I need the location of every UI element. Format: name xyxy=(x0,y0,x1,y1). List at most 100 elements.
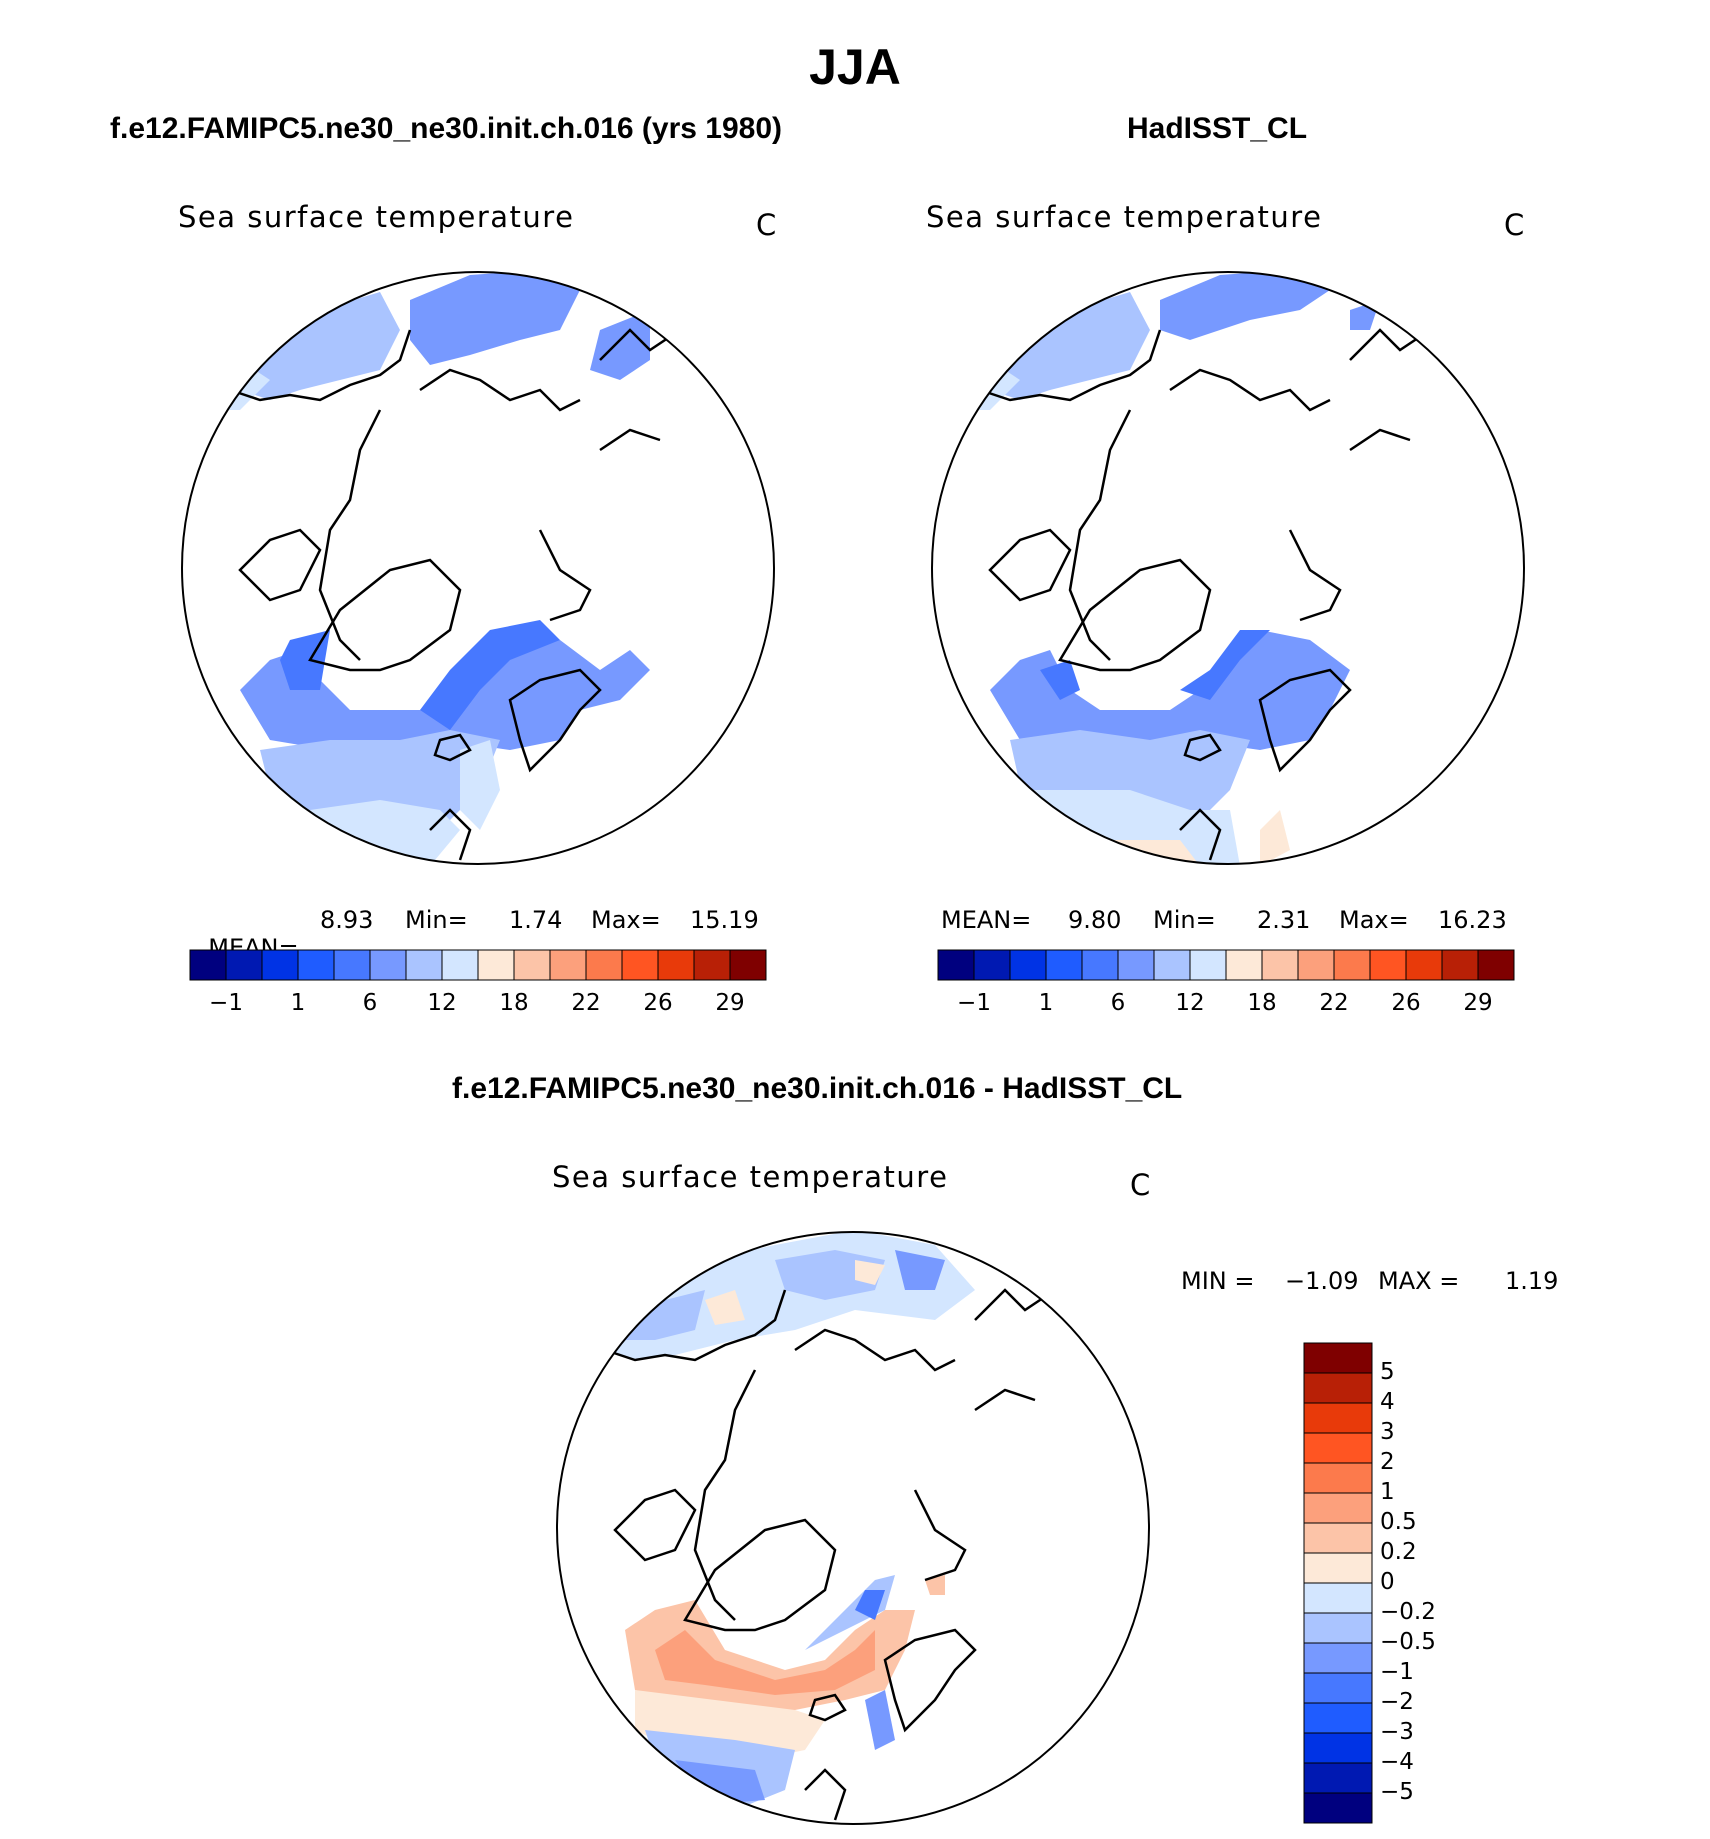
model-variable-label: Sea surface temperature xyxy=(178,200,575,234)
diff-variable-label: Sea surface temperature xyxy=(552,1160,949,1194)
diff-colorbar-swatch xyxy=(1303,1612,1373,1644)
diff-colorbar-swatch xyxy=(1303,1372,1373,1404)
diff-colorbar-tick-label: −4 xyxy=(1380,1749,1414,1775)
diff-max-value: 1.19 xyxy=(1505,1267,1559,1295)
diff-colorbar-tick-label: −1 xyxy=(1380,1659,1414,1685)
model-colorbar-swatch xyxy=(513,949,551,981)
model-polar-map xyxy=(181,271,775,865)
obs-panel-title: HadISST_CL xyxy=(1127,112,1308,145)
model-colorbar-swatch xyxy=(261,949,299,981)
model-colorbar-swatch xyxy=(585,949,623,981)
obs-mean-label: MEAN= xyxy=(941,906,1032,934)
diff-colorbar-swatch xyxy=(1303,1342,1373,1374)
obs-colorbar-swatch xyxy=(1333,949,1371,981)
diff-colorbar-swatch xyxy=(1303,1522,1373,1554)
model-min-value: 1.74 xyxy=(509,906,563,934)
diff-colorbar-tick-label: 1 xyxy=(1380,1479,1395,1505)
model-colorbar-swatch xyxy=(189,949,227,981)
diff-min-label: MIN = xyxy=(1181,1267,1255,1295)
diff-colorbar-tick-label: −5 xyxy=(1380,1779,1414,1805)
diff-colorbar-tick-label: −2 xyxy=(1380,1689,1414,1715)
model-colorbar-swatch xyxy=(369,949,407,981)
diff-colorbar-tick-label: −3 xyxy=(1380,1719,1414,1745)
obs-colorbar-swatch xyxy=(1009,949,1047,981)
model-colorbar-tick-label: 29 xyxy=(715,990,745,1016)
obs-colorbar-swatch xyxy=(1153,949,1191,981)
model-colorbar-tick-label: −1 xyxy=(209,990,243,1016)
model-colorbar-ticks: −1 1 6 12 18 22 26 29 xyxy=(190,990,766,1020)
model-max-value: 15.19 xyxy=(690,906,759,934)
obs-min-value: 2.31 xyxy=(1257,906,1311,934)
model-colorbar-swatch xyxy=(225,949,263,981)
obs-mean-value: 9.80 xyxy=(1068,906,1122,934)
obs-colorbar-swatch xyxy=(937,949,975,981)
obs-colorbar-swatch xyxy=(1225,949,1263,981)
figure-title: JJA xyxy=(809,39,901,95)
diff-colorbar-swatch xyxy=(1303,1642,1373,1674)
obs-colorbar-swatch xyxy=(1441,949,1479,981)
model-units-label: C xyxy=(756,208,777,242)
diff-colorbar xyxy=(1303,1342,1373,1824)
diff-colorbar-swatch xyxy=(1303,1402,1373,1434)
diff-colorbar-swatch xyxy=(1303,1702,1373,1734)
model-colorbar-swatch xyxy=(729,949,767,981)
diff-colorbar-tick-label: 0 xyxy=(1380,1569,1395,1595)
obs-colorbar-swatch xyxy=(1189,949,1227,981)
diff-colorbar-tick-label: 2 xyxy=(1380,1449,1395,1475)
model-colorbar-tick-label: 1 xyxy=(290,990,306,1016)
model-colorbar-tick-label: 26 xyxy=(643,990,673,1016)
model-colorbar-tick-label: 6 xyxy=(362,990,378,1016)
obs-colorbar-swatch xyxy=(1117,949,1155,981)
model-colorbar xyxy=(189,949,767,981)
model-panel-title: f.e12.FAMIPC5.ne30_ne30.init.ch.016 (yrs… xyxy=(110,112,782,145)
diff-panel-title: f.e12.FAMIPC5.ne30_ne30.init.ch.016 - Ha… xyxy=(452,1072,1183,1105)
diff-colorbar-swatch xyxy=(1303,1552,1373,1584)
obs-variable-label: Sea surface temperature xyxy=(926,200,1323,234)
obs-colorbar-tick-label: 29 xyxy=(1463,990,1493,1016)
diff-colorbar-tick-label: 5 xyxy=(1380,1359,1395,1385)
model-colorbar-tick-label: 18 xyxy=(499,990,529,1016)
obs-colorbar-swatch xyxy=(973,949,1011,981)
model-colorbar-tick-label: 22 xyxy=(571,990,601,1016)
diff-min-value: −1.09 xyxy=(1285,1267,1359,1295)
model-colorbar-swatch xyxy=(441,949,479,981)
diff-units-label: C xyxy=(1130,1168,1151,1202)
obs-colorbar-tick-label: 26 xyxy=(1391,990,1421,1016)
model-colorbar-swatch xyxy=(405,949,443,981)
obs-colorbar-swatch xyxy=(1297,949,1335,981)
model-max-label: Max= xyxy=(591,906,661,934)
obs-colorbar-tick-label: −1 xyxy=(957,990,991,1016)
obs-max-label: Max= xyxy=(1339,906,1409,934)
diff-polar-map xyxy=(556,1231,1150,1825)
diff-colorbar-swatch xyxy=(1303,1732,1373,1764)
obs-colorbar-tick-label: 1 xyxy=(1038,990,1054,1016)
diff-colorbar-tick-label: 4 xyxy=(1380,1389,1395,1415)
model-min-label: Min= xyxy=(405,906,468,934)
model-colorbar-swatch xyxy=(477,949,515,981)
obs-colorbar-tick-label: 22 xyxy=(1319,990,1349,1016)
obs-colorbar-swatch xyxy=(1405,949,1443,981)
diff-colorbar-tick-label: 0.5 xyxy=(1380,1509,1417,1535)
model-mean-value: 8.93 xyxy=(320,906,374,934)
diff-colorbar-tick-label: −0.5 xyxy=(1380,1629,1436,1655)
diff-colorbar-swatch xyxy=(1303,1582,1373,1614)
diff-colorbar-swatch xyxy=(1303,1762,1373,1794)
obs-min-label: Min= xyxy=(1153,906,1216,934)
diff-colorbar-tick-label: −0.2 xyxy=(1380,1599,1436,1625)
diff-colorbar-swatch xyxy=(1303,1492,1373,1524)
obs-colorbar-swatch xyxy=(1045,949,1083,981)
obs-max-value: 16.23 xyxy=(1438,906,1507,934)
obs-colorbar-tick-label: 18 xyxy=(1247,990,1277,1016)
model-colorbar-tick-label: 12 xyxy=(427,990,457,1016)
obs-colorbar-swatch xyxy=(1261,949,1299,981)
model-colorbar-swatch xyxy=(333,949,371,981)
obs-colorbar-tick-label: 12 xyxy=(1175,990,1205,1016)
obs-colorbar-ticks: −1 1 6 12 18 22 26 29 xyxy=(938,990,1514,1020)
obs-polar-map xyxy=(931,271,1525,865)
obs-units-label: C xyxy=(1504,208,1525,242)
diff-colorbar-swatch xyxy=(1303,1672,1373,1704)
obs-colorbar xyxy=(937,949,1515,981)
model-colorbar-swatch xyxy=(297,949,335,981)
obs-colorbar-tick-label: 6 xyxy=(1110,990,1126,1016)
diff-colorbar-tick-label: 3 xyxy=(1380,1419,1395,1445)
